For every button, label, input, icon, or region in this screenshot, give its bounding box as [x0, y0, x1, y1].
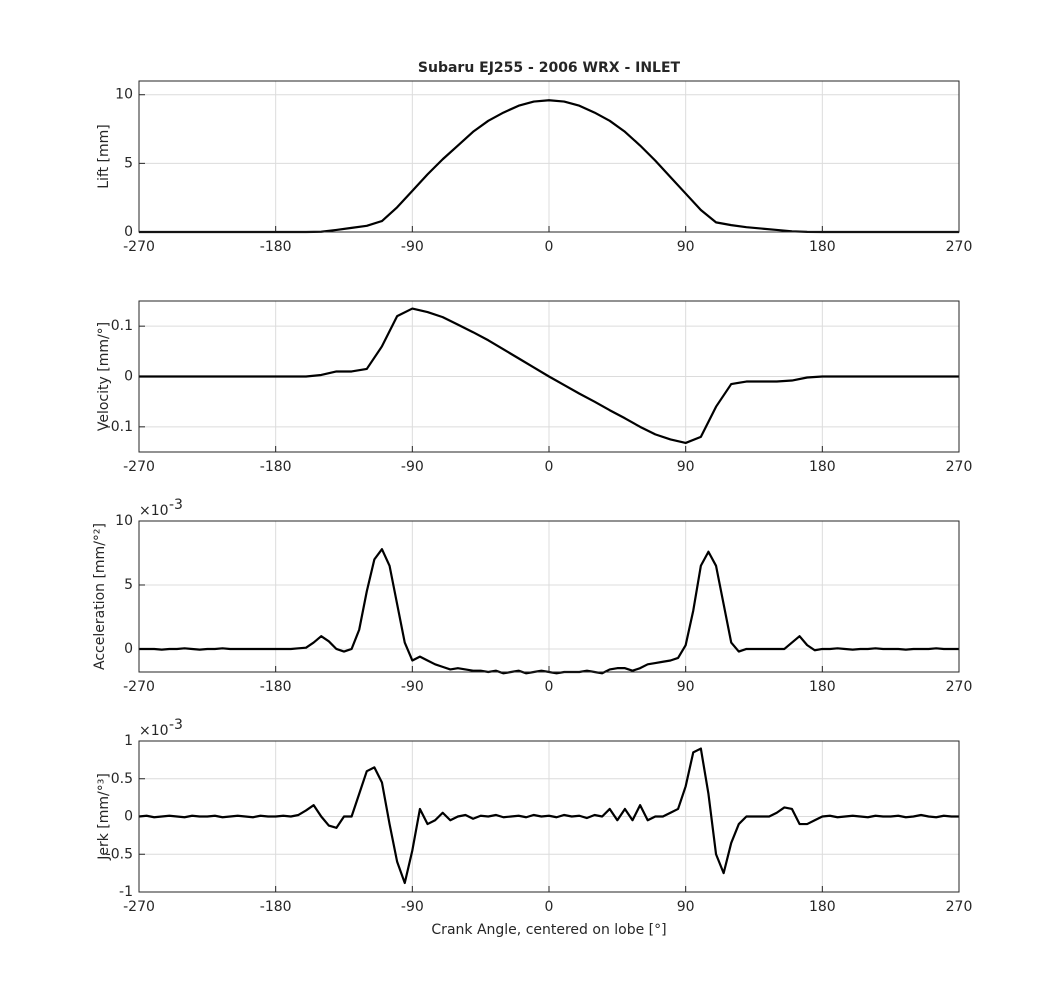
y-axis-label: Jerk [mm/°³]: [96, 773, 112, 861]
data-line: [139, 307, 959, 445]
axes-box: [138, 300, 960, 453]
x-axis-label: Crank Angle, centered on lobe [°]: [431, 922, 666, 938]
x-tick-label: -180: [260, 239, 292, 255]
y-tick-label: 5: [124, 155, 133, 171]
chart-title: Subaru EJ255 - 2006 WRX - INLET: [418, 60, 681, 76]
y-tick-label: -1: [119, 884, 133, 900]
x-tick-label: 0: [545, 899, 554, 915]
y-axis-label: Acceleration [mm/°²]: [92, 523, 108, 670]
x-tick-label: 0: [545, 679, 554, 695]
x-tick-label: 270: [946, 899, 973, 915]
x-tick-label: -90: [401, 459, 424, 475]
y-multiplier-exponent: -3: [169, 717, 183, 733]
x-tick-label: 270: [946, 239, 973, 255]
axes-box: [138, 520, 960, 673]
x-tick-label: -90: [401, 899, 424, 915]
x-tick-label: 180: [809, 239, 836, 255]
x-tick-label: -90: [401, 679, 424, 695]
y-multiplier: ×10: [139, 723, 169, 739]
x-tick-label: 90: [677, 899, 695, 915]
y-tick-label: 5: [124, 577, 133, 593]
y-tick-label: 0: [124, 641, 133, 657]
x-tick-label: 90: [677, 239, 695, 255]
y-tick-label: 10: [115, 87, 133, 103]
x-tick-label: 270: [946, 679, 973, 695]
y-tick-label: 0: [124, 224, 133, 240]
x-tick-label: -270: [123, 459, 155, 475]
y-tick-label: 10: [115, 513, 133, 529]
y-tick-label: 0.1: [111, 318, 133, 334]
x-tick-label: 90: [677, 459, 695, 475]
y-axis-label: Lift [mm]: [96, 124, 112, 189]
x-tick-label: 180: [809, 899, 836, 915]
x-tick-label: -180: [260, 459, 292, 475]
x-tick-label: -180: [260, 899, 292, 915]
y-axis-label: Velocity [mm/°]: [96, 322, 112, 431]
x-tick-label: 90: [677, 679, 695, 695]
x-tick-label: -270: [123, 899, 155, 915]
x-tick-label: -270: [123, 239, 155, 255]
x-tick-label: -90: [401, 239, 424, 255]
y-multiplier-exponent: -3: [169, 497, 183, 513]
x-tick-label: 0: [545, 239, 554, 255]
y-multiplier: ×10: [139, 503, 169, 519]
x-tick-label: -270: [123, 679, 155, 695]
x-tick-label: -180: [260, 679, 292, 695]
x-tick-label: 180: [809, 459, 836, 475]
y-tick-label: 0: [124, 369, 133, 385]
y-tick-label: 1: [124, 733, 133, 749]
y-tick-label: -0.1: [106, 419, 133, 435]
x-tick-label: 270: [946, 459, 973, 475]
data-line: [138, 747, 959, 885]
y-tick-label: 0: [124, 809, 133, 825]
x-tick-label: 0: [545, 459, 554, 475]
x-tick-label: 180: [809, 679, 836, 695]
y-tick-label: 0.5: [111, 771, 133, 787]
axes-box: [138, 740, 960, 893]
axes-box: [138, 80, 960, 233]
y-tick-label: -0.5: [106, 846, 133, 862]
